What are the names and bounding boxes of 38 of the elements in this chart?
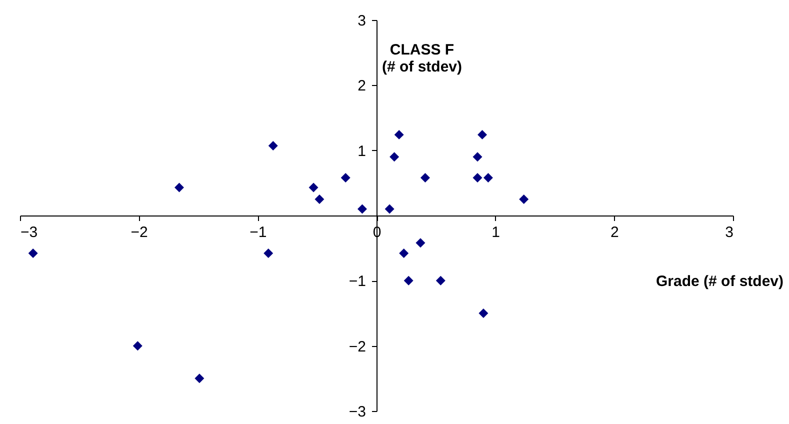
point xyxy=(194,374,204,384)
point xyxy=(478,308,488,318)
point xyxy=(483,172,493,182)
x-axis-title: Grade (# of stdev) xyxy=(656,273,784,290)
point xyxy=(308,182,318,192)
point xyxy=(519,194,529,204)
point xyxy=(472,152,482,162)
point xyxy=(340,172,350,182)
point xyxy=(472,172,482,182)
point xyxy=(404,276,414,286)
point xyxy=(132,341,142,351)
point xyxy=(28,248,38,258)
x-tick-label: 1 xyxy=(492,224,500,241)
point xyxy=(436,276,446,286)
point xyxy=(357,204,367,214)
y-tick-label: −1 xyxy=(348,273,366,290)
point xyxy=(314,194,324,204)
x-tick-label: −2 xyxy=(130,224,148,241)
point xyxy=(420,172,430,182)
y-tick-label: −3 xyxy=(348,404,366,420)
y-tick-label: −2 xyxy=(348,338,366,356)
y-tick-label: 2 xyxy=(358,78,366,95)
y-tick-label: 1 xyxy=(358,142,366,160)
point xyxy=(478,130,488,140)
x-tick-label: 2 xyxy=(610,224,619,241)
y-tick-label: 3 xyxy=(358,12,366,30)
point xyxy=(174,182,184,192)
point xyxy=(384,204,394,214)
point xyxy=(399,248,409,258)
point xyxy=(264,248,274,258)
x-tick-label: −3 xyxy=(20,224,38,241)
point xyxy=(394,130,404,140)
x-tick-label: −1 xyxy=(250,224,267,241)
point xyxy=(390,152,400,162)
point xyxy=(416,238,426,248)
y-axis-title: CLASS F (# of stdev) xyxy=(382,42,462,76)
x-tick-label: 3 xyxy=(725,224,734,241)
point xyxy=(268,141,278,151)
